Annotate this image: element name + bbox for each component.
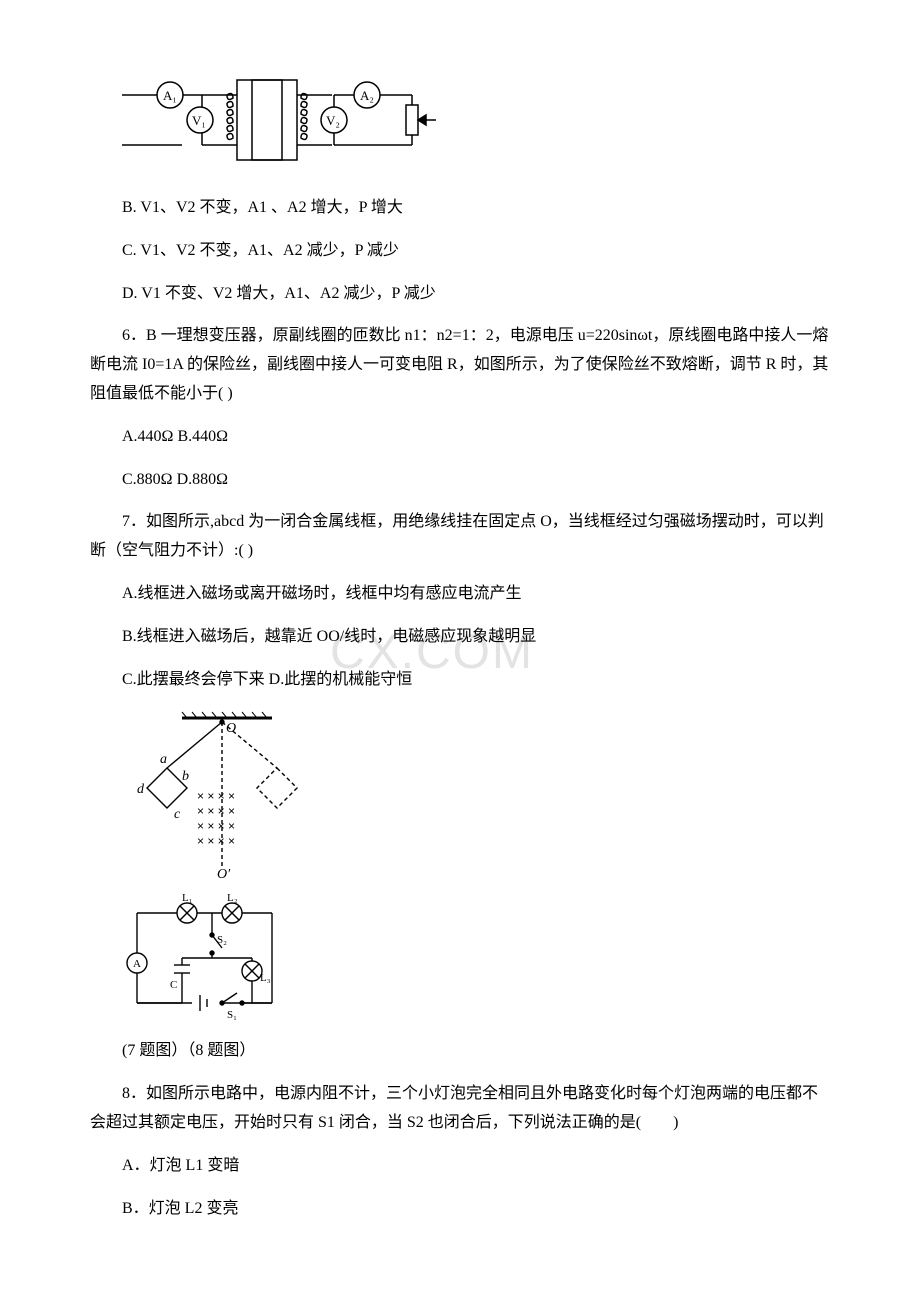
- question-8-b: B．灯泡 L2 变亮: [90, 1195, 830, 1224]
- option-d: D. V1 不变、V2 增大，A1、A2 减少，P 减少: [90, 280, 830, 309]
- question-7-cd: C.此摆最终会停下来 D.此摆的机械能守恒: [90, 666, 830, 695]
- option-c: C. V1、V2 不变，A1、A2 减少，P 减少: [90, 237, 830, 266]
- label-A2: A₂: [360, 88, 374, 103]
- question-7-a: A.线框进入磁场或离开磁场时，线框中均有感应电流产生: [90, 580, 830, 609]
- svg-text:b: b: [182, 769, 189, 784]
- svg-text:a: a: [160, 752, 167, 767]
- question-8: 8．如图所示电路中，电源内阻不计，三个小灯泡完全相同且外电路变化时每个灯泡两端的…: [90, 1080, 830, 1138]
- svg-text:L₃: L₃: [260, 972, 271, 984]
- figure-caption: (7 题图）（8 题图）: [90, 1037, 830, 1066]
- svg-text:× × × ×: × × × ×: [197, 804, 235, 818]
- svg-text:S₁: S₁: [227, 1009, 237, 1021]
- svg-text:O′: O′: [217, 867, 231, 882]
- label-V2: V₂: [326, 113, 340, 128]
- svg-text:A: A: [133, 958, 141, 970]
- svg-text:L₁: L₁: [182, 893, 193, 904]
- svg-text:× × × ×: × × × ×: [197, 789, 235, 803]
- svg-text:d: d: [137, 782, 145, 797]
- figure-transformer: A₁ V₁ A₂ V₂: [122, 70, 830, 180]
- figure-circuit-lamps: L₁ L₂ L₃ S₂ S₁ C A: [122, 893, 830, 1023]
- question-7-b: B.线框进入磁场后，越靠近 OO/线时，电磁感应现象越明显: [90, 623, 830, 652]
- figure-pendulum: × × × × × × × × × × × × × × × × O a b c …: [122, 708, 830, 883]
- svg-text:C: C: [170, 979, 177, 991]
- svg-text:S₂: S₂: [217, 934, 227, 946]
- label-A1: A₁: [163, 88, 177, 103]
- svg-text:L₂: L₂: [227, 893, 238, 904]
- svg-text:O: O: [226, 721, 236, 736]
- svg-text:c: c: [174, 807, 181, 822]
- question-8-a: A．灯泡 L1 变暗: [90, 1152, 830, 1181]
- question-6: 6．B 一理想变压器，原副线圈的匝数比 n1：n2=1：2，电源电压 u=220…: [90, 322, 830, 408]
- svg-text:× × × ×: × × × ×: [197, 819, 235, 833]
- label-V1: V₁: [192, 113, 206, 128]
- question-6-opts1: A.440Ω B.440Ω: [90, 423, 830, 452]
- question-7: 7．如图所示,abcd 为一闭合金属线框，用绝缘线挂在固定点 O，当线框经过匀强…: [90, 508, 830, 566]
- svg-text:× × × ×: × × × ×: [197, 834, 235, 848]
- question-6-opts2: C.880Ω D.880Ω: [90, 466, 830, 495]
- option-b: B. V1、V2 不变，A1 、A2 增大，P 增大: [90, 194, 830, 223]
